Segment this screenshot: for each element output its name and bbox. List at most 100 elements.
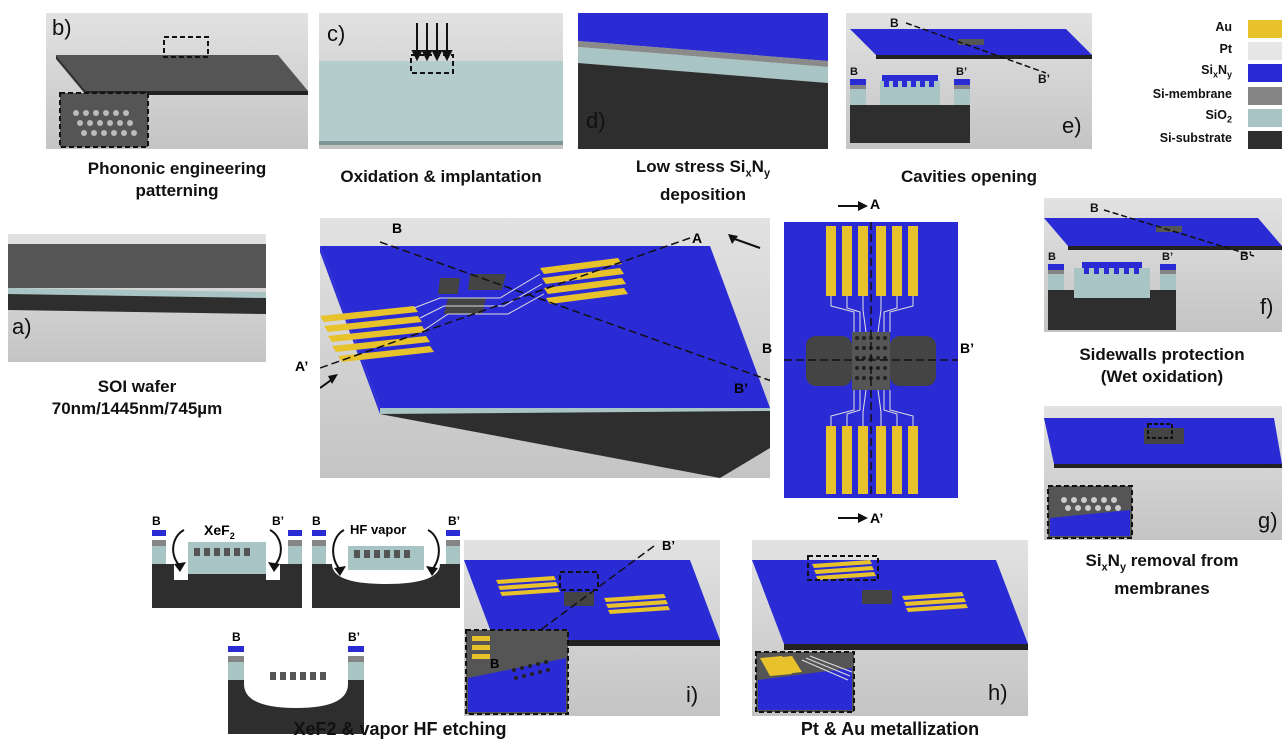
panel-a: a) (8, 234, 266, 362)
panel-d-drawing (578, 13, 828, 149)
panel-f-label: f) (1260, 294, 1274, 319)
panel-g-drawing (1044, 418, 1282, 539)
legend-sio2-text: SiO (1205, 108, 1227, 122)
panel-d-cap-x: x (745, 167, 752, 180)
panel-d-cap-n: N (751, 157, 764, 176)
top-view-mark-b: B (762, 340, 773, 356)
panel-f-caption-line1: Sidewalls protection (1079, 345, 1245, 364)
xef2-mark-b-prime: B’ (272, 514, 284, 528)
final-section (228, 646, 364, 734)
panel-g-caption-line1: SixNy removal from (1040, 550, 1284, 578)
panel-b-caption-line2: patterning (135, 181, 219, 200)
svg-text:B’: B’ (1038, 72, 1050, 86)
panel-g-label: g) (1258, 508, 1278, 533)
panel-d-cap-y: y (763, 167, 771, 180)
svg-text:B’: B’ (1162, 251, 1173, 263)
panel-a-caption: SOI wafer 70nm/1445nm/745µm (8, 376, 266, 420)
panel-i-drawing (464, 545, 720, 715)
device-mark-a: A (692, 230, 703, 246)
legend-swatch-au (1248, 20, 1282, 38)
panel-b-inset (59, 92, 149, 148)
legend-sixny-si: Si (1201, 63, 1213, 77)
final-mark-b-prime: B’ (348, 630, 360, 644)
legend-swatch-sixny (1248, 64, 1282, 82)
panel-a-drawing (8, 244, 266, 314)
legend-label-membrane: Si-membrane (1152, 87, 1232, 101)
panel-e: B B’ B B’ e) (846, 13, 1092, 149)
panel-c: c) (319, 13, 563, 149)
panel-i-mark-b: B (490, 656, 500, 671)
hf-section (312, 529, 460, 608)
panel-i-label: i) (686, 682, 699, 707)
panel-h: h) (752, 540, 1028, 716)
panel-c-caption: Oxidation & implantation (340, 167, 542, 186)
panel-g-cap-n: N (1107, 551, 1120, 570)
panel-g-cap-y: y (1119, 561, 1127, 574)
panel-e-label: e) (1062, 113, 1082, 138)
top-view-mark-a: A (870, 196, 881, 212)
legend-sixny-y: y (1226, 69, 1232, 80)
panel-d-caption-line1: Low stress SixNy (578, 156, 828, 184)
top-view-mark-a-prime: A’ (870, 510, 884, 526)
panel-d-label: d) (586, 108, 606, 133)
panel-d-caption-line2: deposition (660, 185, 746, 205)
legend-swatch-sio2 (1248, 109, 1282, 127)
panel-b-zoom-box (163, 36, 209, 58)
panel-f-caption-line2: (Wet oxidation) (1100, 367, 1224, 386)
panel-g-caption-line2: membranes (1114, 579, 1210, 599)
device-mark-b-prime: B’ (734, 380, 748, 396)
xef2-mark-b: B (152, 514, 161, 528)
svg-text:B’: B’ (956, 66, 967, 78)
panel-b: b) (46, 13, 308, 149)
svg-text:B’: B’ (1240, 249, 1252, 263)
legend-swatch-substrate (1248, 131, 1282, 149)
hf-mark-b-prime: B’ (448, 514, 460, 528)
legend-sixny-x: x (1212, 69, 1218, 80)
panel-h-drawing (752, 555, 1028, 713)
legend-label-pt: Pt (1219, 42, 1233, 56)
panel-a-label: a) (12, 314, 32, 339)
panel-d-caption: Low stress SixNy deposition (578, 156, 828, 206)
svg-text:B: B (1090, 201, 1099, 215)
device-3d-view (320, 218, 770, 478)
hf-vapor-label: HF vapor (350, 522, 407, 537)
device-mark-a-prime: A’ (295, 358, 309, 374)
panel-g-cap-x: x (1101, 561, 1108, 574)
panel-e-caption: Cavities opening (900, 167, 1038, 186)
panel-g-cap-post: removal from (1126, 551, 1239, 570)
svg-text:B: B (1048, 251, 1056, 263)
legend-label-au: Au (1215, 20, 1232, 34)
top-view-mark-b-prime: B’ (960, 340, 974, 356)
panel-e-drawing: B B’ B B’ (850, 16, 1092, 143)
final-mark-b: B (232, 630, 241, 644)
hf-mark-b: B (312, 514, 321, 528)
panel-d-cap-pre: Low stress Si (635, 157, 746, 176)
panel-c-label: c) (327, 21, 346, 46)
panel-f-drawing: B B’ B B’ (1044, 201, 1282, 330)
xef2-label: XeF2 (204, 522, 235, 541)
xef2-label-text: XeF (204, 522, 230, 538)
panel-f: B B’ B B’ f) (1044, 198, 1282, 332)
legend-sio2-sub: 2 (1226, 114, 1232, 125)
legend-sixny-n: N (1217, 63, 1227, 77)
panel-g-caption: SixNy removal from membranes (1040, 550, 1284, 600)
etch-cross-sections (152, 529, 460, 734)
panel-i-caption: XeF2 & vapor HF etching (293, 719, 507, 739)
panel-a-caption-line2: 70nm/1445nm/745µm (51, 399, 223, 418)
panel-b-drawing (56, 36, 308, 148)
panel-b-caption-line1: Phononic engineering (87, 159, 267, 178)
svg-text:B: B (890, 16, 899, 30)
panel-g-cap-pre: Si (1085, 551, 1102, 570)
legend-swatch-membrane (1248, 87, 1282, 105)
top-view-drawing (784, 222, 958, 498)
legend-swatch-pt (1248, 42, 1282, 60)
xef2-label-sub: 2 (229, 530, 235, 541)
panel-h-caption: Pt & Au metallization (800, 719, 980, 739)
panel-a-caption-line1: SOI wafer (97, 377, 177, 396)
panel-d: d) (578, 13, 828, 149)
panel-b-label: b) (52, 15, 72, 40)
legend-label-sio2: SiO2 (1205, 108, 1232, 125)
top-view-arrows (838, 201, 868, 523)
device-3d-drawing (320, 234, 770, 478)
panel-i-mark-b-prime: B’ (662, 540, 675, 553)
